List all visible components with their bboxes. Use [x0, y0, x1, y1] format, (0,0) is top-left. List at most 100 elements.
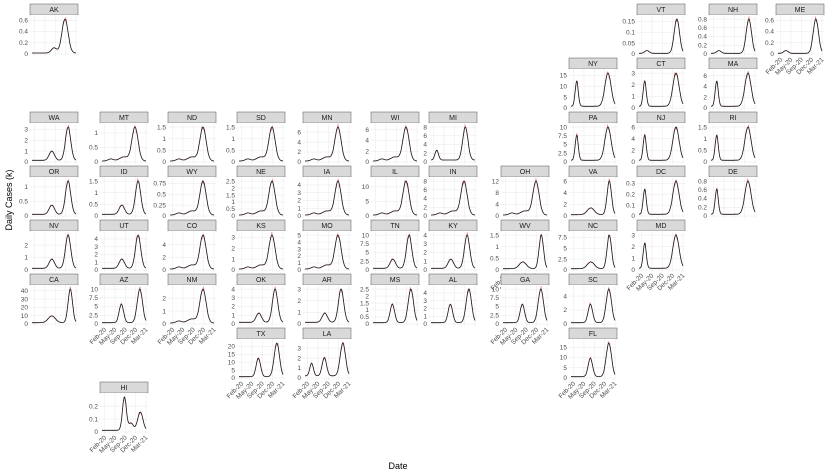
panel-plot-area [168, 231, 216, 272]
y-tick-label: 7.5 [360, 241, 369, 248]
y-tick-label: 0 [770, 51, 774, 58]
series-smoothed-line [239, 342, 284, 378]
series-smoothed-line [373, 288, 418, 324]
y-tick-label: 1 [365, 307, 369, 314]
panel-co: CO 0 2 4 [162, 219, 217, 274]
y-tick-label: 2 [297, 253, 301, 260]
panel-plot-area [429, 123, 477, 164]
series-smoothed-line [239, 288, 284, 323]
y-tick-label: 1 [24, 184, 28, 191]
y-tick-label: 3 [231, 234, 235, 241]
panel-plot-area [303, 123, 351, 164]
y-tick-label: 1 [703, 136, 707, 143]
y-tick-label: 2 [297, 355, 301, 362]
panel-dc: DC 0 0.1 0.2 0.3 [626, 165, 686, 220]
y-tick-label: 1 [423, 313, 427, 320]
panel-ks: KS 0 1 2 3 [231, 219, 286, 274]
panel-vt: VT 0 0.05 0.1 0.15 [622, 3, 686, 58]
panel-state-label: NY [588, 61, 598, 68]
y-tick-label: 0 [563, 321, 567, 328]
y-tick-label: 15 [228, 351, 236, 358]
panel-ri: RI 0 0.5 1 1.5 [698, 111, 758, 166]
panel-ar: AR 0 1 2 3 [297, 273, 352, 328]
y-tick-label: 0 [231, 375, 235, 382]
y-tick-label: 1.5 [89, 178, 98, 185]
y-tick-label: 4 [423, 196, 427, 203]
y-tick-label: 40 [21, 288, 29, 295]
y-tick-label: 0 [495, 321, 499, 328]
y-tick-label: 5 [563, 94, 567, 101]
panel-ok: OK 0 12 3 4 [231, 273, 286, 328]
series-smoothed-line [32, 18, 76, 54]
y-tick-label: 1 [297, 310, 301, 317]
series-smoothed-line [571, 126, 616, 161]
panel-plot-area [501, 285, 549, 326]
series-smoothed-line [305, 342, 350, 377]
y-tick-label: 0 [365, 321, 369, 328]
panel-wa: WA 0 1 2 3 [24, 111, 79, 166]
y-tick-label: 5 [563, 365, 567, 372]
y-tick-label: 0.5 [698, 148, 707, 155]
y-tick-label: 0.2 [765, 40, 774, 47]
y-tick-label: 0.5 [157, 148, 166, 155]
y-tick-label: 3 [94, 244, 98, 251]
y-tick-label: 0.25 [153, 202, 166, 209]
y-tick-label: 0 [162, 213, 166, 220]
y-tick-label: 0 [703, 105, 707, 112]
y-tick-label: 0.5 [226, 206, 235, 213]
y-tick-label: 5 [365, 250, 369, 257]
y-tick-label: 0 [297, 267, 301, 274]
panel-plot-area [569, 177, 617, 218]
panel-state-label: GA [520, 277, 530, 284]
series-smoothed-line [430, 126, 476, 161]
series-smoothed-line [305, 288, 350, 323]
y-tick-label: 0 [563, 105, 567, 112]
y-tick-label: 0 [162, 159, 166, 166]
y-tick-label: 0.6 [698, 25, 707, 32]
panel-state-label: SD [256, 115, 266, 122]
panel-plot-area [168, 285, 216, 326]
panel-state-label: LA [323, 331, 332, 338]
y-tick-label: 1 [297, 205, 301, 212]
y-tick-label: 1 [24, 255, 28, 262]
panel-ak: AK 0 0.2 0.4 0.6 [19, 3, 79, 58]
panel-pa: PA 0 2.55 7.5 10 [558, 111, 618, 166]
panel-plot-area [709, 69, 757, 110]
panel-state-label: TN [390, 223, 399, 230]
y-tick-label: 5 [563, 142, 567, 149]
panel-state-label: MA [728, 61, 739, 68]
series-smoothed-line [711, 126, 756, 161]
panel-plot-area [237, 123, 285, 164]
series-smoothed-line [102, 288, 147, 324]
panel-ga: GA02.557.510Feb-20May-20Sep-20Dec-20Mar-… [490, 273, 551, 347]
panel-state-label: VT [657, 7, 667, 14]
series-smoothed-line [431, 234, 476, 269]
series-smoothed-line [639, 180, 684, 215]
panel-state-label: IN [450, 169, 457, 176]
y-tick-label: 3 [297, 246, 301, 253]
panel-plot-area [100, 177, 148, 218]
panel-in: IN 0 24 6 8 [423, 165, 478, 220]
y-tick-label: 5 [297, 232, 301, 239]
y-tick-label: 0 [563, 267, 567, 274]
y-tick-label: 2 [563, 202, 567, 209]
y-tick-label: 0 [231, 267, 235, 274]
y-tick-label: 2 [365, 293, 369, 300]
y-tick-label: 0 [631, 159, 635, 166]
y-tick-label: 3 [631, 70, 635, 77]
panel-plot-area [237, 285, 285, 326]
y-tick-label: 4 [297, 239, 301, 246]
panel-sd: SD 0 0.5 1 1.5 [226, 111, 286, 166]
y-tick-label: 0.6 [698, 187, 707, 194]
y-tick-label: 0.2 [19, 40, 28, 47]
series-smoothed-line [503, 288, 548, 324]
panel-ne: NE 00.511.522.5 [226, 165, 286, 220]
y-tick-label: 0.6 [765, 17, 774, 24]
y-tick-label: 0 [94, 267, 98, 274]
y-tick-label: 4 [231, 286, 235, 293]
panel-plot-area [637, 15, 685, 56]
panel-mn: MN 0 2 4 6 [297, 111, 352, 166]
panel-plot-area [100, 123, 148, 164]
